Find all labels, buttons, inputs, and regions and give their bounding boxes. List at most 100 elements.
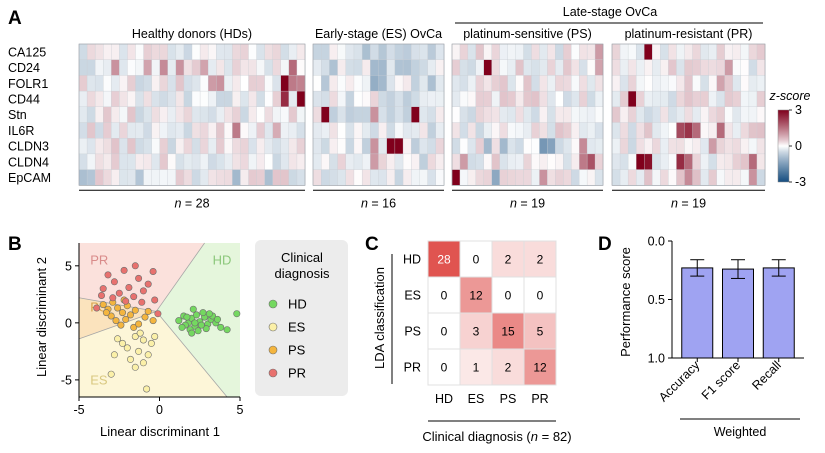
heatmap-cell: [748, 169, 758, 186]
heatmap-group-border: [312, 43, 445, 186]
heatmap-cell: [175, 59, 185, 76]
bar-y-tick-label: 0.5: [648, 293, 665, 307]
heatmap-cell: [296, 153, 306, 171]
heatmap-cell: [507, 43, 517, 61]
heatmap-cell: [684, 138, 693, 155]
heatmap-cell: [329, 75, 338, 92]
heatmap-cell: [499, 43, 509, 61]
heatmap-cell: [427, 59, 437, 76]
heatmap-cell: [427, 90, 437, 108]
heatmap-cell: [716, 90, 726, 108]
heatmap-cell: [499, 122, 509, 139]
heatmap-cell: [732, 153, 742, 171]
heatmap-cell: [619, 75, 629, 92]
heatmap-cell: [167, 169, 177, 186]
heatmap-cell: [435, 59, 445, 76]
heatmap-cell: [427, 169, 437, 186]
heatmap-cell: [539, 75, 548, 92]
heatmap-cell: [435, 75, 445, 92]
heatmap-cell: [700, 90, 710, 108]
heatmap-cell: [353, 106, 363, 123]
cm-row-label: PS: [404, 325, 421, 339]
heatmap-cell: [627, 153, 637, 171]
heatmap-cell: [264, 122, 274, 139]
heatmap-cell: [748, 43, 758, 61]
heatmap-cell: [207, 90, 217, 108]
heatmap-cell: [411, 169, 420, 186]
heatmap-cell: [563, 169, 572, 186]
heatmap-cell: [135, 122, 144, 139]
heatmap-cell: [224, 122, 233, 139]
heatmap-cell: [578, 153, 588, 171]
cm-cell-value: 1: [473, 361, 480, 375]
heatmap-cell: [563, 122, 572, 139]
scatter-point-es: [131, 363, 139, 371]
heatmap-cell: [240, 59, 249, 76]
heatmap-cell: [135, 59, 144, 76]
region-es: [79, 311, 228, 397]
heatmap-cell: [619, 106, 629, 123]
heatmap-cell: [345, 75, 355, 92]
heatmap-cell: [652, 90, 661, 108]
scatter-point-pr: [99, 285, 107, 293]
heatmap-cell: [288, 90, 298, 108]
heatmap-cell: [378, 43, 388, 61]
heatmap-cell: [337, 106, 347, 123]
heatmap-cell: [312, 43, 322, 61]
heatmap-cell: [539, 106, 548, 123]
heatmap-cell: [419, 75, 429, 92]
heatmap-cell: [94, 169, 104, 186]
heatmap-cell: [756, 138, 766, 155]
scatter-point-es: [114, 335, 122, 343]
cm-cell-value: 0: [441, 325, 448, 339]
heatmap-cell: [175, 169, 185, 186]
scatter-point-ps: [119, 309, 127, 317]
scatter-point-hd: [194, 327, 202, 335]
heatmap-cell: [232, 153, 241, 171]
heatmap-cell: [611, 90, 621, 108]
heatmap-cell: [103, 106, 112, 123]
heatmap-cell: [660, 153, 669, 171]
heatmap-cell: [224, 106, 233, 123]
heatmap-cell: [563, 75, 572, 92]
heatmap-cell: [370, 138, 379, 155]
heatmap-cell: [451, 43, 461, 61]
heatmap-cell: [708, 122, 718, 139]
heatmap-cell: [571, 122, 580, 139]
heatmap-cell: [411, 122, 420, 139]
heatmap-cell: [507, 106, 517, 123]
cm-cell-value: 2: [505, 253, 512, 267]
heatmap-cell: [394, 122, 404, 139]
heatmap-cell: [216, 138, 225, 155]
heatmap-cell: [732, 90, 742, 108]
heatmap-cell: [724, 59, 734, 76]
heatmap-cell: [539, 122, 548, 139]
heatmap-cell: [483, 75, 493, 92]
heatmap-cell: [232, 169, 241, 186]
heatmap-cell: [475, 138, 485, 155]
heatmap-cell: [740, 59, 750, 76]
heatmap-cell: [191, 122, 201, 139]
heatmap-cell: [256, 106, 266, 123]
heatmap-cell: [748, 59, 758, 76]
heatmap-cell: [199, 122, 209, 139]
scatter-point-pr: [151, 296, 159, 304]
heatmap-cell: [296, 169, 306, 186]
heatmap-cell: [103, 153, 112, 171]
scatter-point-es: [135, 347, 143, 355]
heatmap-cell: [370, 75, 379, 92]
heatmap-cell: [151, 43, 161, 61]
heatmap-cell: [103, 43, 112, 61]
heatmap-cell: [586, 153, 596, 171]
heatmap-cell: [199, 138, 209, 155]
heatmap-cell: [668, 122, 677, 139]
heatmap-cell: [127, 75, 136, 92]
heatmap-cell: [224, 153, 233, 171]
heatmap-cell: [353, 138, 363, 155]
cm-cell-value: 2: [537, 253, 544, 267]
heatmap-n-symbol: n: [174, 196, 181, 210]
heatmap-cell: [264, 153, 274, 171]
heatmap-cell: [435, 153, 445, 171]
heatmap-cell: [756, 122, 766, 139]
heatmap-cell: [296, 106, 306, 123]
